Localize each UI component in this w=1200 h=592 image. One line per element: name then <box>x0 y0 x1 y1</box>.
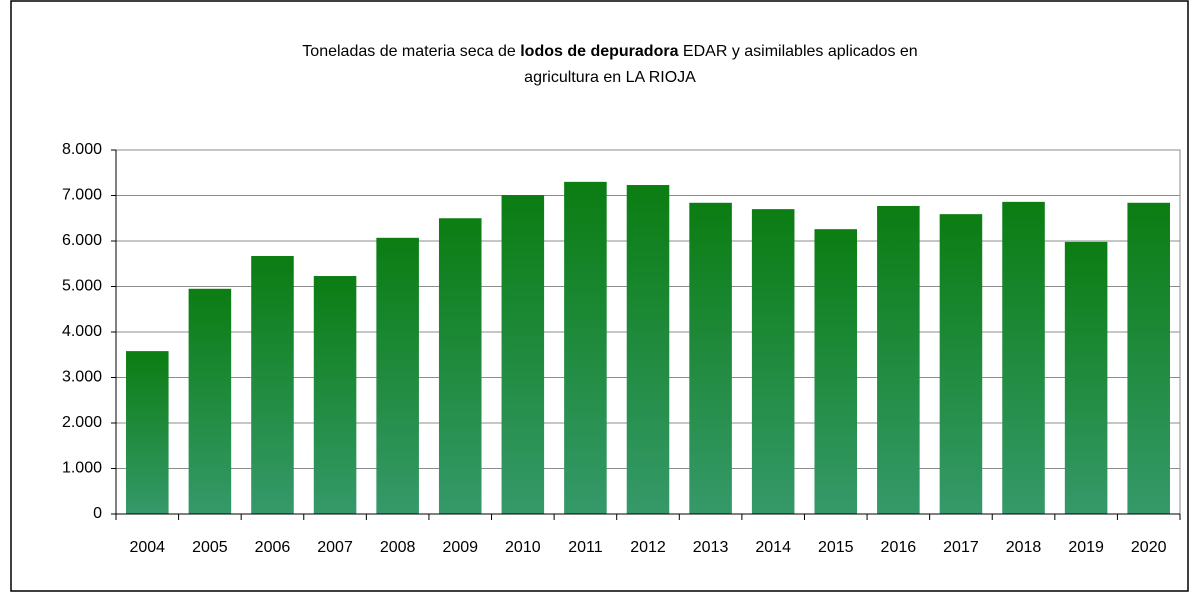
bar <box>751 209 795 514</box>
title-part: EDAR y asimilables aplicados en <box>678 43 917 60</box>
y-tick-label: 5.000 <box>62 278 102 295</box>
y-tick-label: 6.000 <box>62 232 102 249</box>
bar <box>376 237 419 514</box>
title-part: agricultura en LA RIOJA <box>524 69 696 86</box>
bar <box>438 218 482 514</box>
bar <box>1127 202 1170 514</box>
x-tick-label: 2005 <box>192 539 228 556</box>
x-tick-label: 2009 <box>442 539 478 556</box>
bar <box>501 195 545 515</box>
bar <box>251 256 294 514</box>
bar <box>564 181 607 514</box>
x-tick-label: 2019 <box>1068 539 1104 556</box>
chart-title: Toneladas de materia seca de lodos de de… <box>302 43 917 60</box>
x-tick-label: 2016 <box>881 539 917 556</box>
x-tick-label: 2014 <box>755 539 791 556</box>
x-tick-label: 2008 <box>380 539 416 556</box>
y-tick-label: 3.000 <box>62 369 102 386</box>
bar <box>313 276 357 514</box>
x-tick-label: 2012 <box>630 539 666 556</box>
y-tick-label: 1.000 <box>62 460 102 477</box>
x-tick-label: 2020 <box>1131 539 1167 556</box>
x-tick-label: 2007 <box>317 539 353 556</box>
y-tick-label: 2.000 <box>62 414 102 431</box>
bar <box>188 288 232 514</box>
bar <box>126 351 169 514</box>
y-tick-label: 0 <box>93 505 102 522</box>
x-tick-label: 2015 <box>818 539 854 556</box>
x-tick-label: 2011 <box>568 539 603 556</box>
x-tick-label: 2006 <box>255 539 291 556</box>
bar <box>1064 241 1108 514</box>
x-tick-label: 2018 <box>1006 539 1042 556</box>
x-tick-label: 2004 <box>129 539 165 556</box>
bar <box>877 205 920 514</box>
title-part: Toneladas de materia seca de <box>302 43 520 60</box>
x-tick-label: 2013 <box>693 539 729 556</box>
bar <box>814 229 858 515</box>
bar <box>1002 201 1045 514</box>
y-tick-label: 7.000 <box>62 187 102 204</box>
x-tick-label: 2010 <box>505 539 541 556</box>
chart-title: agricultura en LA RIOJA <box>524 69 696 86</box>
bar <box>939 214 983 514</box>
y-tick-label: 8.000 <box>62 141 102 158</box>
bar <box>626 185 670 514</box>
x-tick-label: 2017 <box>943 539 979 556</box>
title-part: lodos de depuradora <box>520 43 678 60</box>
bar <box>689 202 732 514</box>
y-tick-label: 4.000 <box>62 323 102 340</box>
